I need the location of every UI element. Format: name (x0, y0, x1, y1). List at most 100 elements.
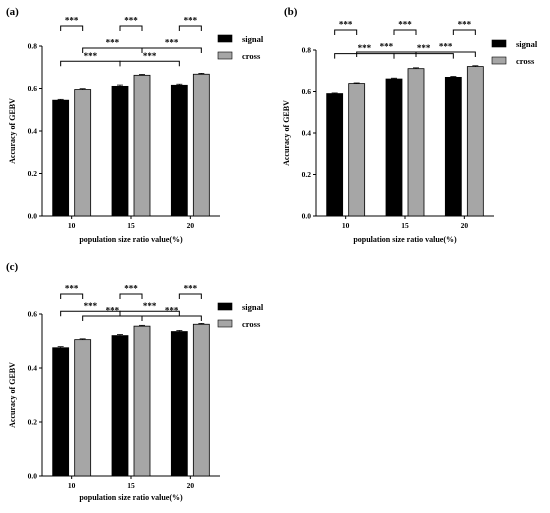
bar-signal (326, 93, 344, 217)
panel-label: (a) (6, 6, 19, 18)
significance-bracket (60, 60, 121, 67)
significance-label: *** (124, 16, 138, 26)
significance-bracket (334, 29, 358, 35)
x-axis-title: population size ratio value(%) (79, 235, 183, 244)
significance-label: *** (143, 301, 157, 311)
bar-signal (52, 347, 70, 477)
significance-bracket (119, 25, 143, 31)
significance-label: *** (124, 284, 138, 294)
significance-label: *** (339, 20, 353, 30)
bar-cross (407, 68, 425, 217)
panel-label: (b) (284, 6, 298, 18)
significance-bracket (334, 53, 395, 59)
y-axis-title: Accuracy of GEBV (8, 98, 17, 164)
legend-swatch-signal (217, 34, 233, 43)
y-axis-title: Accuracy of GEBV (282, 100, 291, 166)
significance-bracket (141, 315, 202, 321)
x-tick-label: 15 (127, 481, 135, 490)
chart-panel-1: (a) 0.0 0.2 0.4 0.6 0.8 Accuracy of GEBV popula… (6, 6, 264, 244)
bar-signal (111, 85, 129, 217)
panel-label: (c) (6, 261, 19, 273)
legend-label-signal: signal (242, 302, 264, 312)
y-tick-label: 0.6 (28, 84, 38, 93)
x-tick-label: 15 (401, 221, 409, 230)
chart-panel-2: (b) 0.0 0.2 0.4 0.6 0.8 Accuracy of GEBV popula… (282, 6, 538, 244)
bar-signal (170, 84, 188, 217)
significance-label: *** (143, 51, 157, 61)
significance-label: *** (358, 43, 372, 53)
significance-label: *** (380, 42, 394, 52)
significance-label: *** (165, 306, 179, 316)
bar-cross (133, 325, 151, 477)
x-tick-label: 15 (127, 221, 135, 230)
y-tick-label: 0.0 (302, 212, 312, 221)
bar-cross (192, 73, 210, 217)
legend-swatch-signal (491, 39, 507, 48)
legend-label-signal: signal (516, 39, 538, 49)
legend-swatch-cross (217, 319, 233, 328)
significance-bracket (119, 60, 180, 67)
significance-bracket (178, 25, 202, 31)
x-tick-label: 20 (461, 221, 469, 230)
y-tick-label: 0.4 (28, 127, 38, 136)
x-tick-label: 10 (68, 481, 76, 490)
significance-bracket (60, 293, 84, 299)
legend-label-cross: cross (242, 319, 261, 329)
significance-bracket (119, 293, 143, 299)
significance-bracket (415, 51, 476, 57)
significance-label: *** (65, 284, 79, 294)
significance-label: *** (184, 16, 198, 26)
bar-cross (348, 83, 366, 217)
bar-signal (52, 99, 70, 217)
significance-label: *** (165, 38, 179, 48)
significance-bracket (178, 293, 202, 299)
x-axis-title: population size ratio value(%) (353, 235, 457, 244)
y-tick-label: 0.0 (28, 212, 38, 221)
chart-panel-3: (c) 0.0 0.2 0.4 0.6 Accuracy of GEBV populatio… (6, 261, 264, 502)
significance-label: *** (458, 20, 472, 30)
significance-label: *** (106, 38, 120, 48)
y-tick-label: 0.6 (28, 310, 38, 319)
significance-label: *** (398, 20, 412, 30)
x-tick-label: 20 (187, 481, 195, 490)
y-tick-label: 0.2 (28, 418, 38, 427)
y-tick-label: 0.2 (302, 170, 312, 179)
significance-label: *** (106, 306, 120, 316)
significance-bracket (393, 29, 417, 35)
bar-cross (192, 323, 210, 477)
significance-label: *** (84, 51, 98, 61)
bar-signal (170, 331, 188, 477)
y-tick-label: 0.4 (28, 364, 38, 373)
y-axis-title: Accuracy of GEBV (8, 362, 17, 428)
legend-label-cross: cross (242, 51, 261, 61)
y-tick-label: 0.6 (302, 87, 312, 96)
significance-bracket (119, 310, 180, 317)
significance-bracket (82, 315, 143, 321)
x-axis-title: population size ratio value(%) (79, 493, 183, 502)
legend-swatch-cross (491, 56, 507, 65)
significance-label: *** (417, 43, 431, 53)
y-tick-label: 0.8 (302, 46, 312, 55)
legend-swatch-cross (217, 51, 233, 60)
y-tick-label: 0.4 (302, 129, 312, 138)
bar-signal (111, 335, 129, 477)
significance-label: *** (184, 284, 198, 294)
significance-bracket (60, 25, 84, 31)
x-tick-label: 20 (187, 221, 195, 230)
significance-label: *** (65, 16, 79, 26)
bar-cross (74, 89, 92, 217)
significance-label: *** (439, 42, 453, 52)
x-tick-label: 10 (342, 221, 350, 230)
bar-cross (74, 339, 92, 477)
y-tick-label: 0.8 (28, 42, 38, 51)
significance-label: *** (84, 301, 98, 311)
bar-cross (466, 66, 484, 217)
bar-signal (385, 78, 403, 217)
significance-bracket (452, 29, 476, 35)
bar-cross (133, 74, 151, 217)
bar-signal (444, 76, 462, 217)
significance-bracket (141, 47, 202, 53)
y-tick-label: 0.2 (28, 169, 38, 178)
x-tick-label: 10 (68, 221, 76, 230)
